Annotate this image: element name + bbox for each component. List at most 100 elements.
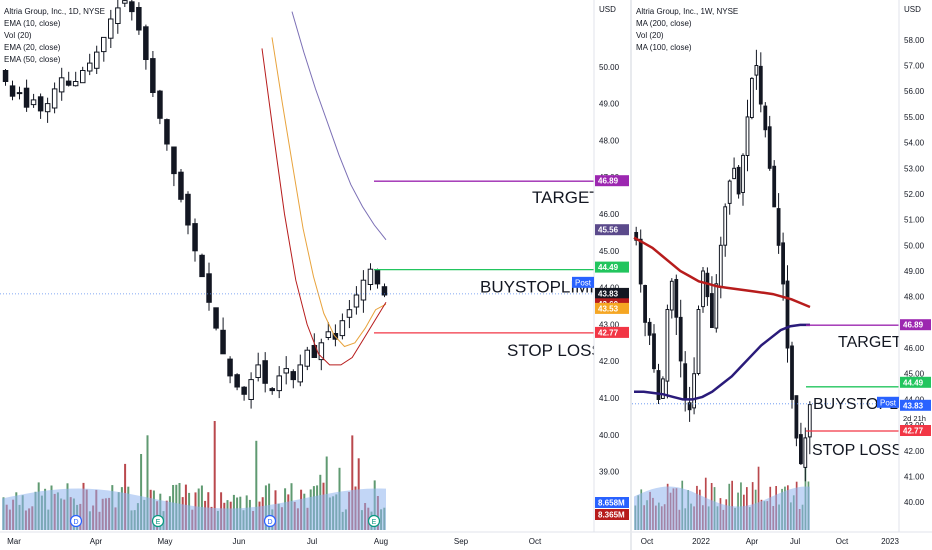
candle bbox=[227, 358, 233, 377]
candle bbox=[220, 329, 226, 355]
candle bbox=[143, 26, 149, 60]
candle bbox=[297, 364, 303, 383]
candle bbox=[30, 99, 37, 106]
indicator-legend: MA (200, close) bbox=[636, 19, 692, 28]
price-tag-bg bbox=[595, 497, 629, 508]
candle bbox=[745, 116, 750, 156]
candle bbox=[674, 279, 679, 318]
y-tick-label: 43.00 bbox=[599, 320, 620, 329]
candle bbox=[736, 166, 741, 195]
candle bbox=[683, 363, 688, 400]
y-tick-label: 55.00 bbox=[904, 113, 925, 122]
candle bbox=[669, 280, 674, 311]
x-tick-label: Aug bbox=[374, 537, 388, 546]
candle bbox=[732, 167, 737, 180]
volume-bar bbox=[140, 454, 143, 530]
indicator-legend: MA (100, close) bbox=[636, 43, 692, 52]
candle bbox=[754, 65, 759, 76]
chart-title: Altria Group, Inc., 1W, NYSE bbox=[636, 7, 738, 16]
event-marker bbox=[263, 514, 277, 528]
ema-20-line bbox=[271, 37, 387, 348]
price-tag-bg bbox=[900, 399, 931, 411]
price-tag-bg bbox=[595, 326, 629, 338]
candle bbox=[763, 105, 768, 131]
post-tag-bg bbox=[877, 396, 899, 408]
price-tag: 46.89 bbox=[598, 177, 619, 186]
price-tag: 44.49 bbox=[598, 263, 619, 272]
event-marker bbox=[367, 514, 381, 528]
price-tag-bg bbox=[595, 509, 629, 520]
x-tick-label: Oct bbox=[529, 537, 542, 546]
candle bbox=[381, 286, 388, 296]
candle bbox=[255, 364, 261, 378]
candle bbox=[678, 316, 683, 362]
x-tick-label: May bbox=[157, 537, 172, 546]
y-tick-label: 49.00 bbox=[599, 100, 620, 109]
price-axis bbox=[594, 0, 630, 550]
x-tick-label: Jun bbox=[233, 537, 246, 546]
event-marker-label: D bbox=[267, 519, 272, 526]
candle bbox=[701, 270, 705, 308]
level-label-stop-loss: STOP LOSS bbox=[507, 341, 603, 360]
candle bbox=[687, 402, 692, 411]
price-tag: 44.49 bbox=[903, 378, 924, 387]
candle bbox=[37, 96, 44, 112]
y-tick-label: 41.00 bbox=[599, 394, 620, 403]
x-tick-label: Oct bbox=[641, 537, 654, 546]
candle bbox=[339, 320, 346, 337]
candle bbox=[262, 360, 268, 384]
price-tag-bg bbox=[900, 319, 931, 331]
candle bbox=[108, 18, 114, 39]
candle bbox=[80, 70, 86, 84]
candle bbox=[51, 88, 58, 109]
candle bbox=[776, 208, 781, 246]
candle bbox=[241, 386, 247, 395]
y-tick-label: 42.00 bbox=[599, 357, 620, 366]
candle bbox=[136, 7, 142, 31]
price-tag-bg bbox=[595, 175, 629, 187]
y-tick-label: 58.00 bbox=[904, 36, 925, 45]
price-tag: 42.77 bbox=[598, 328, 619, 337]
chart-title: Altria Group, Inc., 1D, NYSE bbox=[4, 7, 105, 16]
candle bbox=[122, 0, 128, 4]
post-tag-bg bbox=[572, 276, 594, 288]
event-marker bbox=[151, 514, 165, 528]
ema-50-line bbox=[291, 11, 387, 241]
y-tick-label: 50.00 bbox=[904, 241, 925, 250]
candle bbox=[185, 193, 191, 226]
event-marker-label: E bbox=[372, 519, 377, 526]
x-tick-label: Jul bbox=[790, 537, 800, 546]
price-tag-bg bbox=[595, 302, 629, 314]
bar-countdown: 2d 21h bbox=[903, 414, 926, 423]
candle bbox=[72, 81, 79, 87]
candle bbox=[647, 321, 652, 336]
price-tag: 45.56 bbox=[598, 226, 619, 235]
price-tag: 43.83 bbox=[903, 401, 924, 410]
x-tick-label: Apr bbox=[90, 537, 103, 546]
candle bbox=[696, 309, 701, 374]
candle bbox=[58, 77, 65, 93]
candle bbox=[643, 285, 648, 323]
candle bbox=[727, 180, 732, 204]
volume-bar bbox=[146, 435, 149, 530]
candle bbox=[2, 70, 9, 82]
axis-unit-label: USD bbox=[599, 5, 616, 14]
ma-100-line bbox=[634, 323, 810, 401]
candle bbox=[353, 294, 360, 308]
x-tick-label: Jul bbox=[307, 537, 317, 546]
candle bbox=[192, 223, 198, 252]
candle bbox=[44, 103, 51, 113]
y-tick-label: 57.00 bbox=[904, 62, 925, 71]
volume-bar bbox=[731, 480, 733, 530]
candle bbox=[767, 126, 772, 169]
candle bbox=[807, 404, 812, 438]
candle bbox=[723, 206, 728, 246]
candle bbox=[360, 279, 367, 301]
ema-10-line bbox=[261, 48, 387, 366]
candle bbox=[794, 395, 799, 439]
y-tick-label: 42.00 bbox=[904, 447, 925, 456]
x-tick-label: Sep bbox=[454, 537, 469, 546]
